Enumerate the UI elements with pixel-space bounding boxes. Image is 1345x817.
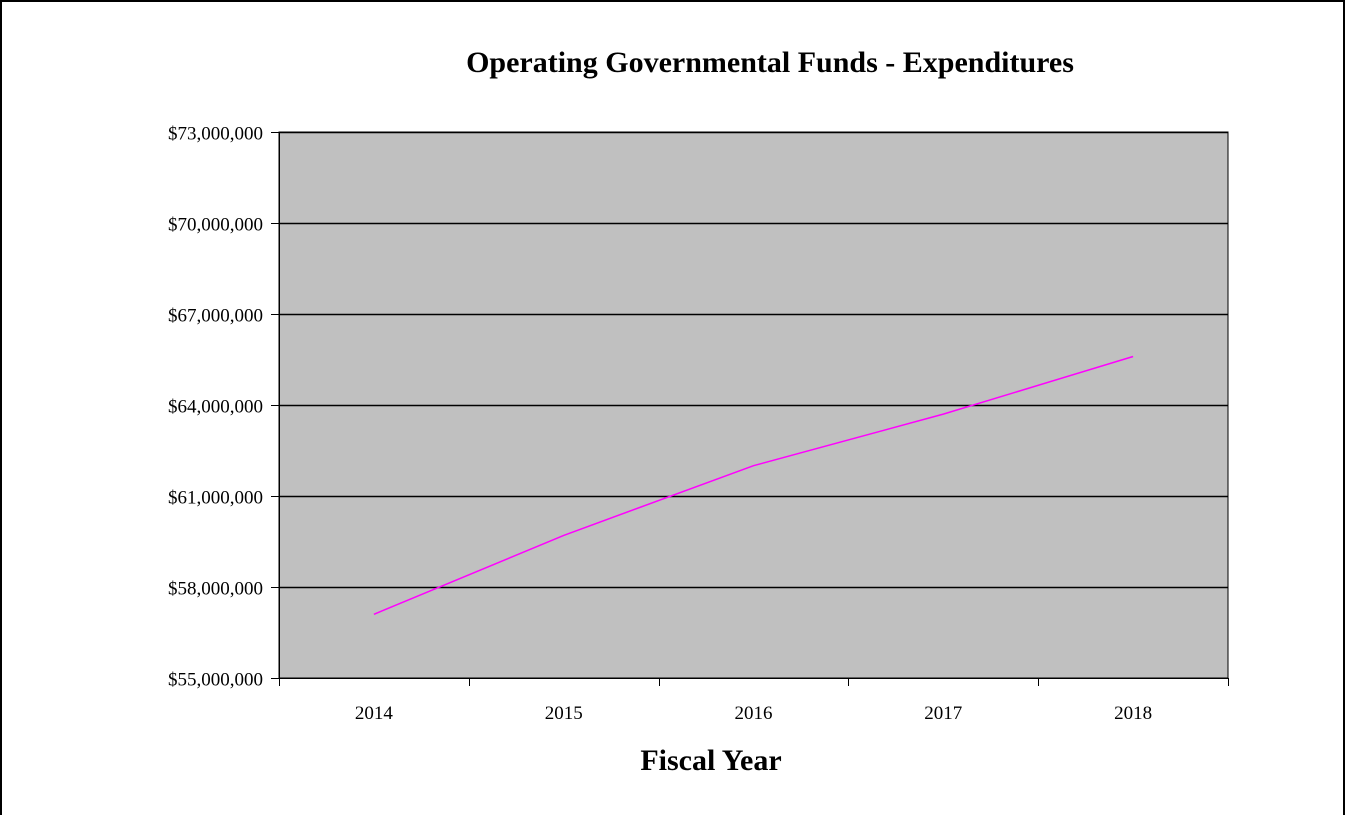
x-tick-label: 2014 xyxy=(355,703,394,724)
y-tick-label: $73,000,000 xyxy=(168,124,263,145)
series-group xyxy=(373,355,1134,615)
y-tick-label: $64,000,000 xyxy=(168,397,263,418)
x-tick-label: 2015 xyxy=(545,703,583,724)
x-tick-label: 2016 xyxy=(735,703,773,724)
y-tick-label: $55,000,000 xyxy=(168,670,263,691)
y-tick-label: $58,000,000 xyxy=(168,579,263,600)
x-axis-ticks: 2014 2015 2016 2017 2018 xyxy=(279,678,1229,724)
axes xyxy=(279,132,1228,679)
y-tick-label: $70,000,000 xyxy=(168,215,263,236)
y-axis-ticks: $55,000,000 $58,000,000 $61,000,000 $64,000… xyxy=(168,124,279,691)
chart-title: Operating Governmental Funds - Expenditu… xyxy=(466,46,1074,79)
series-line xyxy=(373,355,1134,615)
x-tick-label: 2017 xyxy=(924,703,962,724)
y-tick-label: $61,000,000 xyxy=(168,488,263,509)
x-tick-label: 2018 xyxy=(1114,703,1152,724)
x-axis-label: Fiscal Year xyxy=(640,744,781,777)
y-tick-label: $67,000,000 xyxy=(168,306,263,327)
